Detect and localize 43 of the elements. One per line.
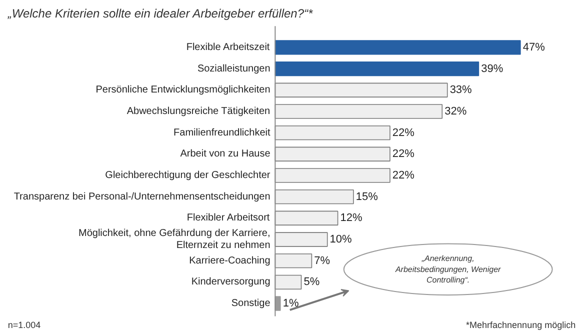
y-tick-label: Arbeit von zu Hause — [180, 148, 271, 160]
data-label: 32% — [444, 105, 467, 118]
annotation: „Anerkennung, Arbeitsbedingungen, Weniger Controlling“. — [394, 254, 502, 285]
data-label: 15% — [356, 190, 378, 203]
bar — [274, 232, 328, 247]
y-tick-label: Möglichkeit, ohne Gefährdung der Karriere, Elternzeit zu nehmen — [78, 228, 270, 252]
y-tick-label: Familienfreundlichkeit — [174, 127, 270, 138]
bar — [274, 168, 390, 183]
text: „Welche Kriterien sollte ein idealer Arbeitgeber erfüllen?“* — [6, 6, 314, 20]
data-label: 7% — [314, 254, 330, 267]
bar — [274, 296, 281, 311]
y-tick-label: Gleichberechtigung der Geschlechter — [105, 170, 271, 181]
text: n=1.004 — [8, 320, 41, 330]
y-tick-label: Transparenz bei Personal-/Unternehmensentscheidungen — [14, 191, 270, 202]
bar — [274, 146, 390, 162]
y-tick-label: Sonstige — [231, 298, 271, 309]
y-tick-label: Abwechslungsreiche Tätigkeiten — [126, 106, 270, 117]
data-label: 10% — [330, 233, 352, 246]
data-label: 22% — [392, 148, 415, 160]
data-label: 33% — [450, 84, 472, 96]
bar — [274, 61, 480, 76]
bar — [274, 253, 312, 268]
text: *Mehrfachnennung möglich — [466, 320, 576, 330]
y-tick-label: Karriere-Coaching — [189, 255, 270, 266]
y-tick-label: Kinderversorgung — [191, 276, 270, 288]
bar — [274, 210, 338, 226]
bar — [274, 82, 448, 98]
bar — [274, 189, 354, 204]
data-label: 39% — [481, 62, 504, 75]
bar — [274, 274, 302, 290]
data-label: 12% — [340, 212, 362, 224]
data-label: 22% — [392, 126, 415, 139]
data-label: 1% — [282, 297, 299, 310]
bar — [274, 125, 390, 140]
y-tick-label: Sozialleistungen — [197, 63, 270, 74]
y-tick-label: Flexible Arbeitszeit — [186, 42, 270, 53]
bar — [274, 104, 443, 119]
bar — [274, 40, 521, 55]
y-tick-label: Persönliche Entwicklungsmöglichkeiten — [96, 84, 270, 96]
data-label: 47% — [522, 41, 546, 54]
data-label: 22% — [392, 169, 415, 182]
y-tick-label: Flexibler Arbeitsort — [186, 212, 270, 224]
data-label: 5% — [304, 276, 320, 288]
